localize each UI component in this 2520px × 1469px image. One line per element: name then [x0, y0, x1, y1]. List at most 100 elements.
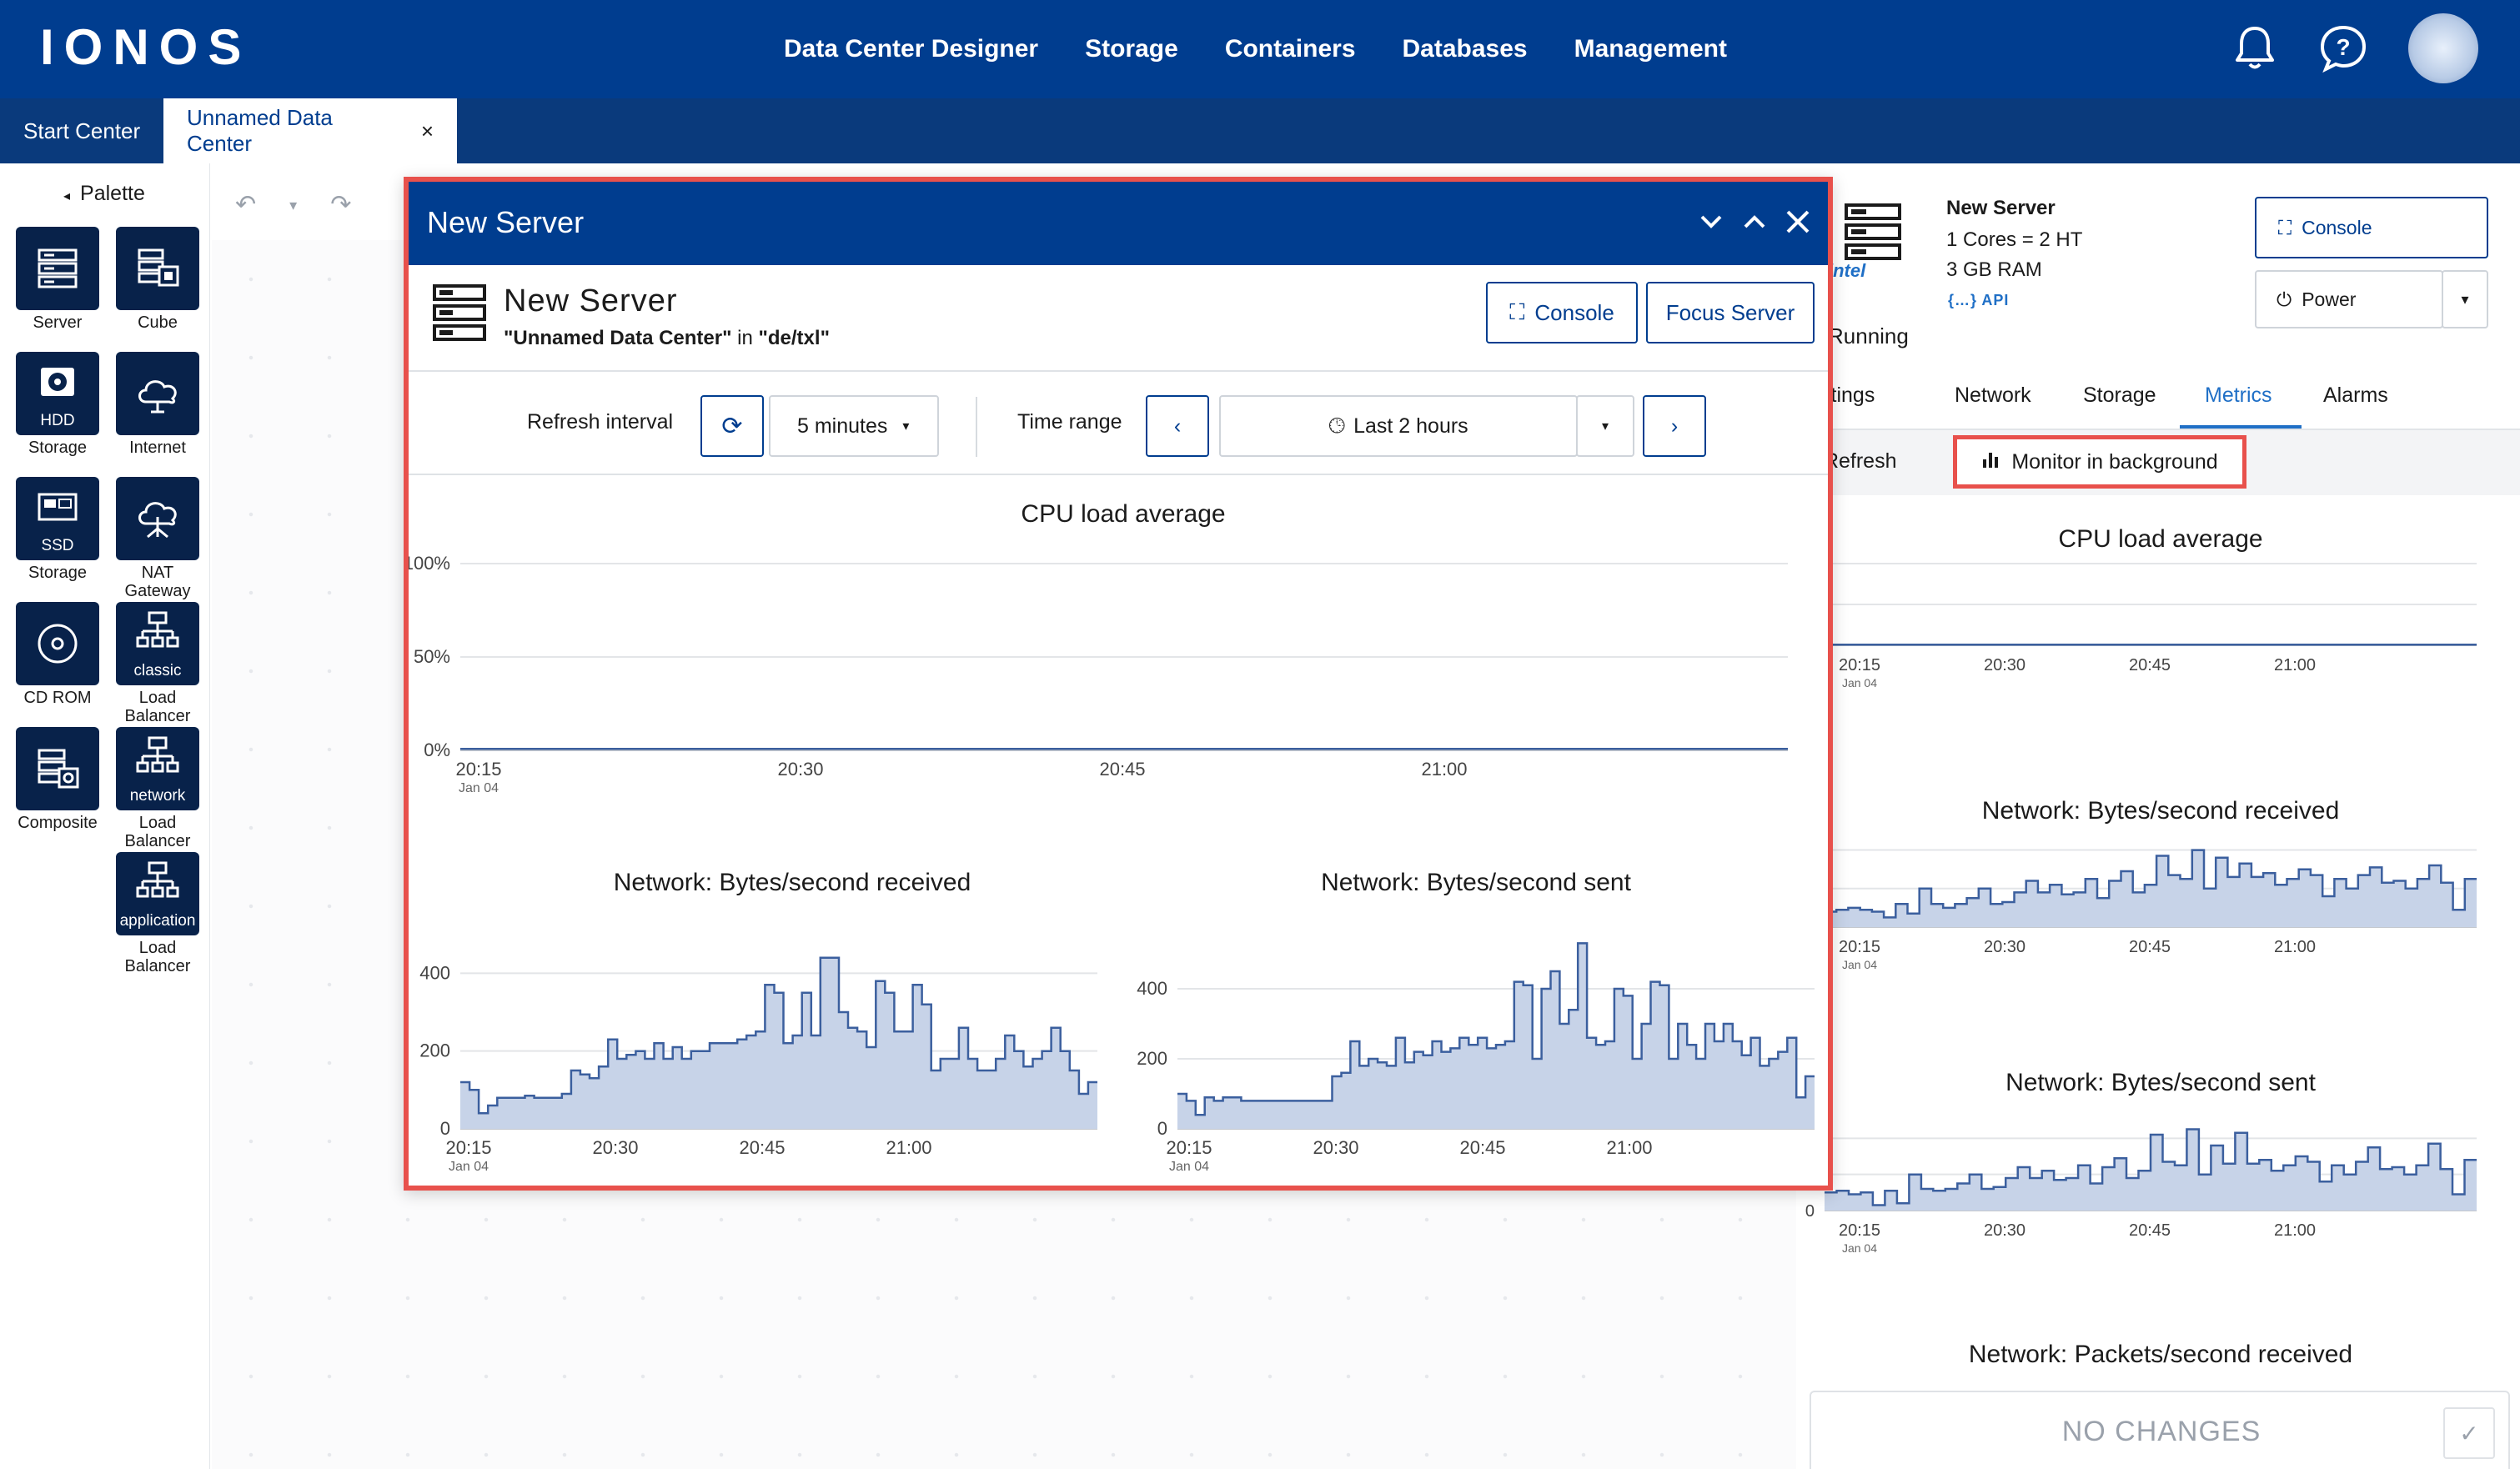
ionos-logo[interactable]: IONOS: [40, 19, 252, 75]
series-line: [1825, 1128, 2477, 1206]
palette-item-label: Storage: [28, 564, 88, 582]
palette-item-hdd-storage[interactable]: HDD Storage: [12, 352, 103, 457]
side-rx-title: Network: Bytes/second received: [1981, 797, 2340, 825]
close-icon[interactable]: [1785, 200, 1811, 243]
x-tick-sublabel: Jan 04: [1842, 676, 1877, 689]
api-link[interactable]: {…} API: [1948, 292, 2010, 308]
nav-containers[interactable]: Containers: [1224, 35, 1356, 63]
expand-icon: ⛶: [2278, 216, 2292, 238]
time-range-next-button[interactable]: ›: [1643, 395, 1706, 457]
tab-storage[interactable]: Storage: [2083, 384, 2156, 407]
tab-unnamed-data-center[interactable]: Unnamed Data Center ×: [163, 98, 457, 163]
tab-metrics[interactable]: Metrics: [2205, 384, 2272, 407]
monitor-in-background-button[interactable]: Monitor in background: [1953, 435, 2246, 489]
nav-databases[interactable]: Databases: [1402, 35, 1528, 63]
time-range-select[interactable]: 🕒︎ Last 2 hours: [1219, 395, 1578, 457]
help-chat-icon[interactable]: ?: [2317, 22, 2370, 75]
load-balancer-icon: application: [116, 852, 199, 935]
power-button[interactable]: ⏻ Power: [2255, 270, 2443, 328]
y-tick-label: 0: [1157, 1118, 1167, 1139]
load-balancer-icon: classic: [116, 602, 199, 685]
refresh-interval-select[interactable]: 5 minutes ▾: [769, 395, 939, 457]
x-tick-label: 20:30: [1313, 1137, 1358, 1158]
tab-start-center[interactable]: Start Center: [0, 98, 163, 163]
clock-icon: 🕒︎: [1328, 414, 1346, 438]
canvas-toolbar: ↶ ▾ ↷: [235, 190, 351, 219]
tile-tag: application: [119, 912, 196, 930]
undo-icon[interactable]: ↶: [235, 191, 257, 218]
metrics-action-bar: ↻Refresh Monitor in background: [1795, 430, 2520, 495]
x-tick-label: 20:30: [1984, 656, 2026, 674]
modal-title: New Server: [427, 205, 585, 239]
modal-rx-title: Network: Bytes/second received: [613, 869, 971, 896]
console-button-label: Console: [2302, 216, 2372, 238]
palette-item-ssd-storage[interactable]: SSD Storage: [12, 477, 103, 582]
x-tick-label: 20:30: [1984, 938, 2026, 956]
nav-data-center-designer[interactable]: Data Center Designer: [784, 35, 1039, 63]
history-dropdown-icon[interactable]: ▾: [289, 197, 298, 213]
x-tick-label: 21:00: [886, 1137, 931, 1158]
nav-storage[interactable]: Storage: [1085, 35, 1178, 63]
tile-tag: SSD: [41, 537, 74, 554]
palette-item-server[interactable]: Server: [12, 227, 103, 332]
palette-item-classic-load-balancer[interactable]: classic Load Balancer: [112, 602, 203, 725]
palette-item-label: Cube: [138, 313, 178, 332]
tab-unnamed-data-center-label: Unnamed Data Center: [187, 105, 333, 156]
tab-network[interactable]: Network: [1955, 384, 2031, 407]
x-tick-label: 20:15: [1166, 1137, 1212, 1158]
cd-rom-icon: [16, 602, 99, 685]
x-tick-label: 21:00: [1421, 759, 1467, 780]
x-tick-label: 20:45: [739, 1137, 785, 1158]
series-area: [460, 957, 1097, 1129]
sync-icon: ⟳: [721, 412, 743, 440]
time-range-prev-button[interactable]: ‹: [1146, 395, 1209, 457]
checkmark-icon[interactable]: ✓: [2443, 1407, 2495, 1459]
time-range-dropdown-button[interactable]: ▾: [1576, 395, 1634, 457]
y-tick-label: 0: [1805, 1202, 1815, 1221]
series-area: [1177, 943, 1815, 1129]
modal-console-button[interactable]: ⛶ Console: [1486, 282, 1638, 343]
bell-icon[interactable]: [2228, 22, 2282, 75]
focus-server-button[interactable]: Focus Server: [1646, 282, 1815, 343]
server-icon: [1843, 202, 1903, 266]
x-tick-label: 20:30: [1984, 1221, 2026, 1240]
x-tick-label: 20:15: [1839, 938, 1880, 956]
palette-item-nat-gateway[interactable]: NAT Gateway: [112, 477, 203, 600]
palette-item-application-load-balancer[interactable]: application Load Balancer: [112, 852, 203, 975]
modal-tx-chart: 0 200 400 20:15 Jan 04 20:30 20:45 21:00: [1137, 942, 1815, 1174]
nav-management[interactable]: Management: [1574, 35, 1727, 63]
modal-tx-title: Network: Bytes/second sent: [1321, 869, 1631, 896]
palette-item-cd-rom[interactable]: CD ROM: [12, 602, 103, 707]
palette-item-network-load-balancer[interactable]: network Load Balancer: [112, 727, 203, 850]
modal-controls: [1698, 200, 1811, 243]
modal-header[interactable]: New Server: [409, 182, 1828, 265]
power-dropdown-button[interactable]: ▾: [2442, 270, 2488, 328]
palette-item-internet[interactable]: Internet: [112, 352, 203, 457]
chevron-down-icon[interactable]: [1698, 200, 1724, 243]
palette-item-composite[interactable]: Composite: [12, 727, 103, 832]
modal-server-info: New Server "Unnamed Data Center" in "de/…: [409, 265, 1828, 372]
tab-bar: Start Center Unnamed Data Center ×: [0, 98, 2520, 163]
palette-header[interactable]: ◂ Palette: [63, 182, 145, 206]
y-tick-label: 0: [440, 1118, 450, 1139]
redo-icon[interactable]: ↷: [330, 191, 352, 218]
close-tab-icon[interactable]: ×: [420, 118, 434, 143]
avatar[interactable]: [2408, 13, 2478, 83]
server-metrics-modal: New Server New Server "Unnamed Data Cent…: [404, 177, 1833, 1191]
tab-alarms[interactable]: Alarms: [2323, 384, 2388, 407]
palette-item-cube[interactable]: Cube: [112, 227, 203, 332]
palette-item-label: Internet: [129, 439, 186, 457]
chevron-up-icon[interactable]: [1741, 200, 1768, 243]
palette-item-label: Load Balancer: [124, 689, 191, 725]
auto-refresh-button[interactable]: ⟳: [700, 395, 764, 457]
y-tick-label: 200: [1137, 1048, 1167, 1069]
location-region: "de/txl": [758, 327, 830, 349]
server-ram: 3 GB RAM: [1946, 258, 2042, 281]
palette-item-label: CD ROM: [23, 689, 92, 707]
console-button[interactable]: ⛶ Console: [2255, 197, 2488, 258]
time-range-label: Time range: [1017, 410, 1122, 434]
time-range-value: Last 2 hours: [1353, 414, 1468, 438]
x-tick-label: 21:00: [2274, 1221, 2316, 1240]
nat-gateway-icon: [116, 477, 199, 560]
